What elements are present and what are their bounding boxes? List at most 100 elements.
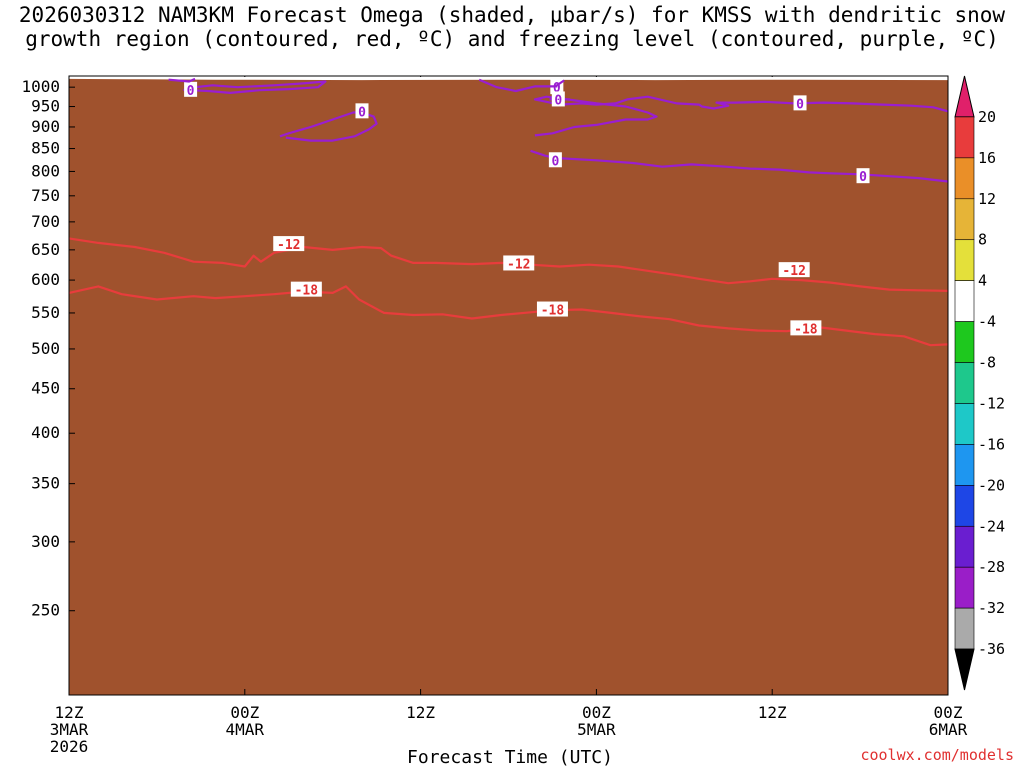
y-tick-label: 750 bbox=[31, 186, 60, 205]
x-tick-label: 4MAR bbox=[226, 720, 265, 739]
x-tick-label: 12Z bbox=[55, 703, 84, 722]
dendritic-contour-label: -18 bbox=[541, 304, 565, 319]
x-tick-label: 6MAR bbox=[929, 720, 968, 739]
colorbar-bin bbox=[954, 444, 975, 486]
colorbar-bin bbox=[954, 116, 975, 159]
colorbar-bin bbox=[954, 321, 975, 363]
omega-colorbar: 20 16 12 8 4 -4 -8 -12 -16 -20 -24 -28 -32 -36 bbox=[954, 75, 1005, 691]
source-credit: coolwx.com/models bbox=[860, 746, 1014, 764]
dendritic-contour-label: -12 bbox=[782, 264, 805, 279]
y-tick-label: 950 bbox=[31, 97, 60, 116]
y-tick-label: 500 bbox=[31, 339, 60, 358]
freezing-contour-label: 0 bbox=[859, 170, 867, 185]
dendritic-label-bg-0-2 bbox=[790, 320, 822, 336]
x-tick-label: 12Z bbox=[406, 703, 435, 722]
freezing-label-bg-7-1 bbox=[793, 95, 807, 111]
colorbar-label: -4 bbox=[978, 313, 996, 331]
y-tick-label: 450 bbox=[31, 379, 60, 398]
colorbar-bin bbox=[954, 239, 975, 281]
colorbar-label: -20 bbox=[978, 476, 1005, 494]
freezing-contour-5 bbox=[183, 80, 327, 95]
x-tick-label: 12Z bbox=[758, 703, 787, 722]
freezing-contour-7 bbox=[533, 95, 949, 137]
freezing-contour-6 bbox=[168, 77, 196, 83]
dendritic-contour-label: -12 bbox=[507, 257, 530, 272]
freezing-contour-2 bbox=[530, 149, 949, 183]
colorbar-label: 12 bbox=[978, 190, 996, 208]
y-tick-label: 700 bbox=[31, 212, 60, 231]
freezing-label-bg-2-0 bbox=[548, 152, 562, 168]
colorbar-bin-bottom bbox=[954, 648, 975, 691]
freezing-contour-label: 0 bbox=[187, 84, 195, 99]
x-tick-label: 3MAR bbox=[50, 720, 89, 739]
y-tick-label: 550 bbox=[31, 303, 60, 322]
colorbar-bin bbox=[954, 607, 975, 650]
y-tick-label: 800 bbox=[31, 161, 60, 180]
x-tick-label: 2026 bbox=[50, 737, 89, 756]
plot-border bbox=[68, 75, 949, 696]
y-tick-label: 300 bbox=[31, 532, 60, 551]
freezing-contour-8 bbox=[478, 78, 565, 93]
freezing-contour-label: 0 bbox=[551, 154, 559, 169]
colorbar-bin-top bbox=[954, 75, 975, 118]
title-line-2: growth region (contoured, red, ºC) and f… bbox=[25, 27, 999, 51]
dendritic-label-bg-0-0 bbox=[290, 281, 322, 297]
dendritic-label-bg-0-1 bbox=[536, 301, 568, 317]
colorbar-bin bbox=[954, 403, 975, 445]
y-tick-label: 1000 bbox=[21, 77, 60, 96]
colorbar-bin bbox=[954, 198, 975, 241]
dendritic-contour-label: -18 bbox=[794, 322, 818, 337]
chart-title: 2026030312 NAM3KM Forecast Omega (shaded… bbox=[19, 3, 1006, 51]
y-tick-label: 850 bbox=[31, 139, 60, 158]
y-axis-pressure: 250 300 350 400 450 500 550 600 650 700 750 800 850 9… bbox=[21, 77, 75, 620]
terrain-fill bbox=[69, 78, 948, 695]
colorbar-label: 8 bbox=[978, 231, 987, 249]
y-tick-label: 250 bbox=[31, 601, 60, 620]
x-tick-label: 00Z bbox=[230, 703, 259, 722]
freezing-label-bg-9-0 bbox=[551, 91, 565, 107]
title-line-1: 2026030312 NAM3KM Forecast Omega (shaded… bbox=[19, 3, 1006, 27]
dendritic-label-bg-1-0 bbox=[273, 236, 305, 252]
plot-frame bbox=[68, 75, 949, 696]
colorbar-bin bbox=[954, 485, 975, 527]
freezing-contour-label: 0 bbox=[796, 97, 804, 112]
y-tick-label: 400 bbox=[31, 423, 60, 442]
freezing-contour-label: 0 bbox=[553, 81, 561, 96]
x-axis-label: Forecast Time (UTC) bbox=[407, 747, 613, 768]
dendritic-contour-label: -12 bbox=[277, 238, 300, 253]
freezing-contour-label: 0 bbox=[358, 105, 366, 120]
colorbar-label: -24 bbox=[978, 517, 1005, 535]
colorbar-label: -8 bbox=[978, 354, 996, 372]
colorbar-bin bbox=[954, 566, 975, 609]
colorbar-label: -32 bbox=[978, 599, 1005, 617]
dendritic-label-bg-1-2 bbox=[778, 262, 810, 278]
colorbar-bin bbox=[954, 362, 975, 404]
freezing-label-bg-3-0 bbox=[856, 168, 870, 184]
x-tick-label: 00Z bbox=[582, 703, 611, 722]
x-tick-label: 5MAR bbox=[577, 720, 616, 739]
y-tick-label: 350 bbox=[31, 474, 60, 493]
freezing-contour-label: 0 bbox=[554, 93, 562, 108]
colorbar-bin bbox=[954, 157, 975, 200]
freezing-label-bg-5-0 bbox=[184, 81, 198, 97]
colorbar-label: -36 bbox=[978, 640, 1005, 658]
colorbar-label: -12 bbox=[978, 394, 1005, 412]
y-tick-label: 900 bbox=[31, 117, 60, 136]
dendritic-label-bg-1-1 bbox=[503, 255, 535, 271]
dendritic-contour-label: -18 bbox=[295, 284, 319, 299]
terrain-strip bbox=[69, 78, 948, 695]
colorbar-label: 4 bbox=[978, 272, 987, 290]
x-tick-label: 00Z bbox=[934, 703, 963, 722]
colorbar-label: -16 bbox=[978, 435, 1005, 453]
colorbar-bin bbox=[954, 525, 975, 568]
colorbar-label: 20 bbox=[978, 108, 996, 126]
colorbar-label: 16 bbox=[978, 149, 996, 167]
y-tick-label: 600 bbox=[31, 270, 60, 289]
y-tick-label: 650 bbox=[31, 240, 60, 259]
colorbar-label: -28 bbox=[978, 558, 1005, 576]
dendritic-contour-1 bbox=[68, 237, 949, 292]
